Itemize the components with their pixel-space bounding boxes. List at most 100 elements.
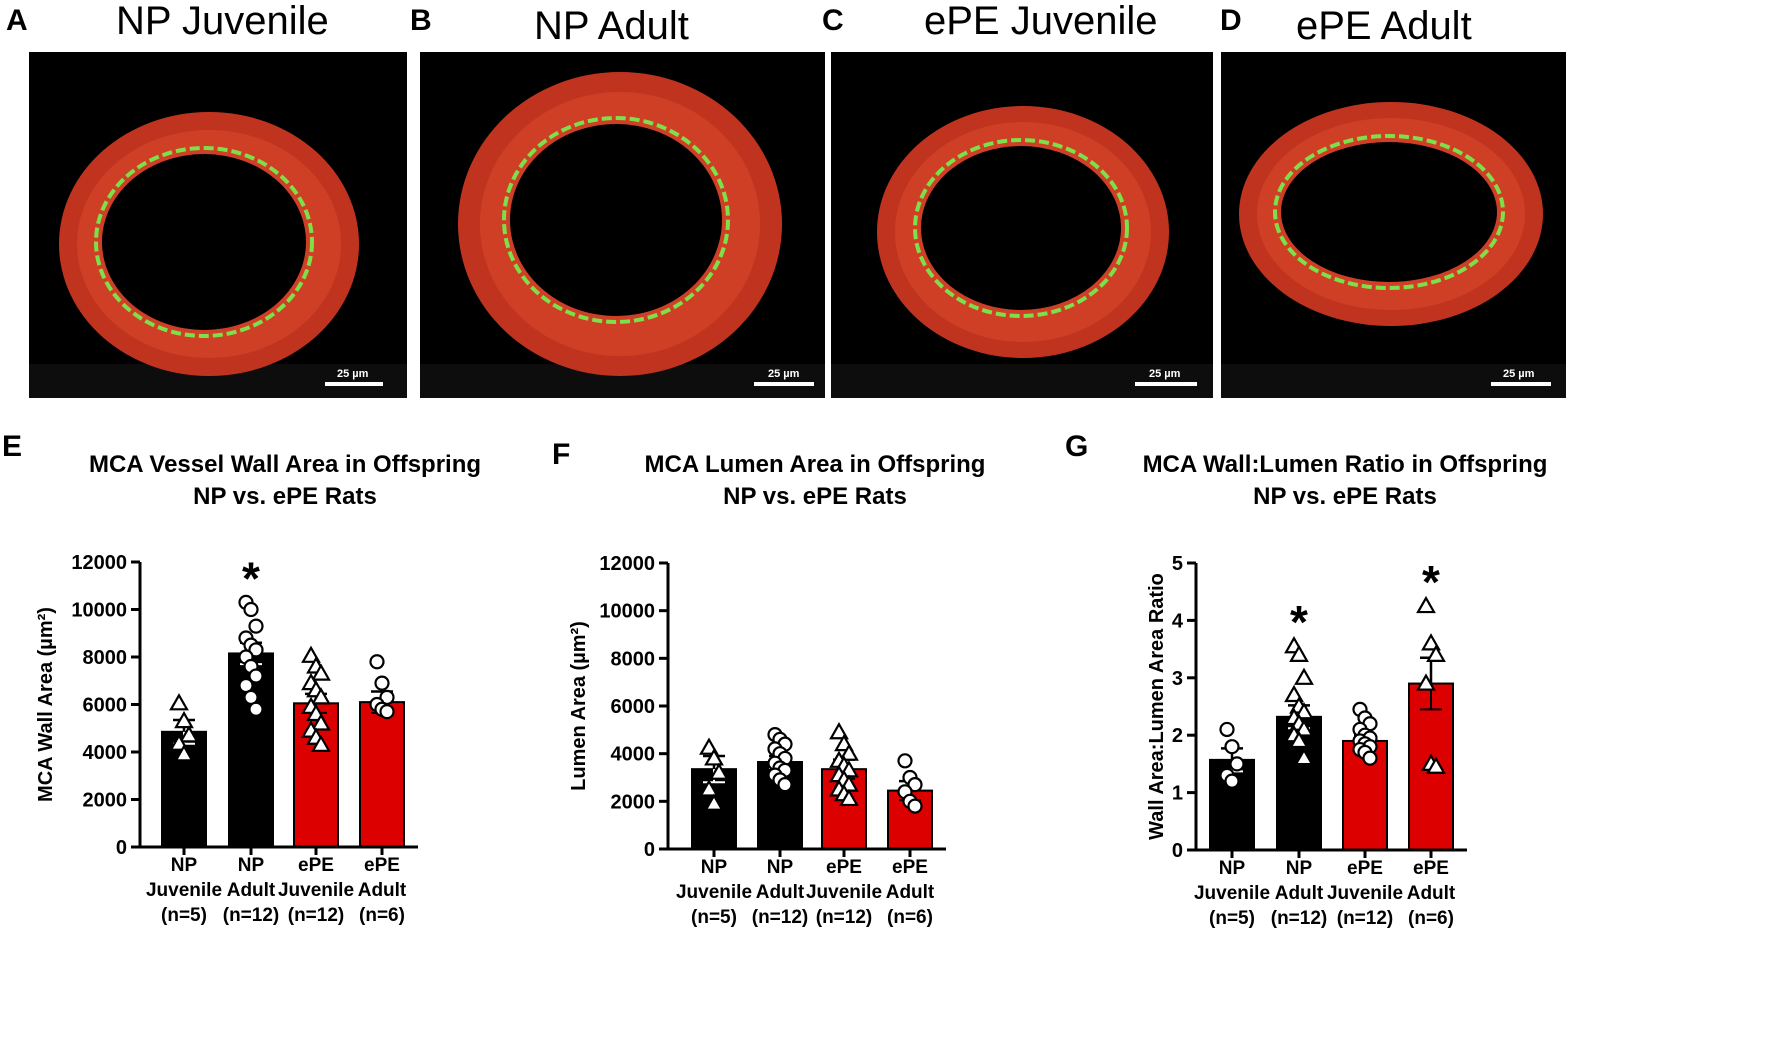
y-tick-label-e-6: 12000 — [71, 552, 127, 574]
category-label-e-1: NP Adult (n=12) — [196, 853, 306, 928]
point-g-0-1 — [1224, 739, 1240, 755]
scale-label-d: 25 µm — [1503, 368, 1535, 380]
significance-marker-g-3: * — [1422, 556, 1440, 608]
point-g-0-4 — [1224, 773, 1240, 789]
micrograph-a: 25 µm — [29, 52, 407, 398]
category-label-line1: NP — [1218, 858, 1246, 879]
chart-f: 0 2000 4000 6000 8000 10000 12000 Lumen Area (µ… — [568, 553, 946, 861]
category-label-line2: Juvenile — [675, 882, 753, 903]
point-f-0-2 — [709, 762, 729, 780]
category-label-n: (n=12) — [222, 905, 280, 926]
point-e-0-4 — [174, 744, 194, 762]
category-label-n: (n=5) — [161, 905, 207, 926]
y-tick-label-e-3: 6000 — [83, 695, 128, 717]
point-e-0-0 — [169, 693, 189, 711]
y-tick-label-e-5: 10000 — [71, 600, 127, 622]
point-g-0-0 — [1219, 721, 1235, 738]
point-g-1-11 — [1294, 747, 1314, 766]
chart-title-g: MCA Wall:Lumen Ratio in Offspring NP vs.… — [1120, 449, 1570, 513]
category-label-line2: Juvenile — [1326, 883, 1404, 904]
panel-label-g: G — [1065, 430, 1089, 463]
scale-bar-b — [754, 382, 814, 386]
category-label-n: (n=6) — [359, 905, 405, 926]
point-e-2-5 — [311, 687, 331, 705]
category-label-line2: Juvenile — [277, 880, 355, 901]
panel-title-d: ePE Adult — [1296, 4, 1472, 48]
point-e-2-2 — [311, 663, 331, 681]
y-tick-label-g-4: 4 — [1172, 610, 1184, 632]
point-e-2-11 — [311, 734, 331, 752]
panel-label-e: E — [2, 430, 23, 463]
point-f-3-5 — [907, 798, 923, 814]
point-f-3-2 — [907, 777, 923, 793]
category-label-n: (n=12) — [815, 907, 873, 928]
y-tick-label-g-2: 2 — [1172, 725, 1183, 747]
point-e-1-2 — [248, 618, 264, 634]
point-f-3-0 — [897, 753, 913, 769]
y-tick-label-f-4: 8000 — [611, 648, 656, 670]
category-label-line1: ePE — [892, 857, 928, 878]
category-label-line2: Juvenile — [145, 880, 223, 901]
category-label-line1: NP — [700, 857, 728, 878]
micrograph-c: 25 µm — [831, 52, 1213, 398]
category-label-e-0: NP Juvenile (n=5) — [129, 853, 239, 928]
category-label-line1: ePE — [298, 855, 334, 876]
category-label-line1: ePE — [826, 857, 862, 878]
category-label-line2: Juvenile — [805, 882, 883, 903]
micrograph-b: 25 µm — [420, 52, 825, 398]
y-tick-label-e-0: 0 — [116, 837, 127, 859]
category-label-line1: ePE — [1347, 858, 1383, 879]
point-e-3-0 — [369, 654, 385, 670]
point-g-3-5 — [1426, 756, 1446, 774]
scale-label-a: 25 µm — [337, 368, 369, 380]
point-e-1-11 — [248, 701, 264, 717]
category-label-n: (n=12) — [1270, 908, 1328, 929]
vessel-image-d — [1221, 102, 1566, 398]
category-label-line2: Adult — [1406, 883, 1456, 904]
significance-marker-e-1: * — [242, 552, 260, 604]
panel-label-a: A — [6, 4, 28, 37]
category-label-g-3: ePE Adult (n=6) — [1376, 856, 1486, 931]
category-label-n: (n=12) — [1336, 908, 1394, 929]
category-label-line1: ePE — [1413, 858, 1449, 879]
y-tick-label-f-1: 2000 — [611, 791, 656, 813]
y-tick-label-g-1: 1 — [1172, 783, 1183, 805]
vessel-image-b — [420, 72, 825, 398]
point-e-1-1 — [243, 601, 259, 618]
category-label-n: (n=6) — [1408, 908, 1454, 929]
chart-title-f: MCA Lumen Area in Offspring NP vs. ePE R… — [590, 449, 1040, 513]
y-tick-label-g-3: 3 — [1172, 668, 1183, 690]
point-e-3-1 — [374, 675, 390, 691]
chart-title-e-line1: MCA Vessel Wall Area in Offspring — [88, 451, 482, 478]
point-e-0-2 — [179, 725, 199, 743]
category-label-line2: Adult — [1274, 883, 1324, 904]
category-label-f-2: ePE Juvenile (n=12) — [789, 855, 899, 930]
panel-title-a: NP Juvenile — [116, 0, 329, 43]
point-e-3-5 — [379, 704, 395, 720]
scale-bar-c — [1135, 382, 1197, 386]
point-f-0-4 — [704, 793, 724, 811]
chart-title-f-line2: NP vs. ePE Rats — [723, 483, 907, 510]
micrograph-d: 25 µm — [1221, 52, 1566, 398]
y-tick-label-e-2: 4000 — [83, 742, 128, 764]
point-g-3-1 — [1421, 633, 1441, 651]
scale-bar-d — [1491, 382, 1551, 386]
category-label-line1: NP — [237, 855, 265, 876]
significance-marker-g-1: * — [1290, 596, 1308, 648]
point-g-1-5 — [1294, 702, 1314, 720]
y-tick-label-f-3: 6000 — [611, 696, 656, 718]
point-f-2-0 — [829, 721, 849, 740]
point-g-3-0 — [1416, 595, 1436, 614]
point-e-0-1 — [174, 710, 194, 729]
category-label-f-3: ePE Adult (n=6) — [855, 855, 965, 930]
point-g-3-3 — [1416, 673, 1436, 691]
category-label-n: (n=6) — [887, 907, 933, 928]
category-label-e-2: ePE Juvenile (n=12) — [261, 853, 371, 928]
category-label-n: (n=5) — [691, 907, 737, 928]
point-g-3-2 — [1426, 644, 1446, 662]
category-label-e-3: ePE Adult (n=6) — [327, 853, 437, 928]
category-label-f-0: NP Juvenile (n=5) — [659, 855, 769, 930]
panel-title-c: ePE Juvenile — [924, 0, 1158, 43]
y-tick-label-f-2: 4000 — [611, 744, 656, 766]
